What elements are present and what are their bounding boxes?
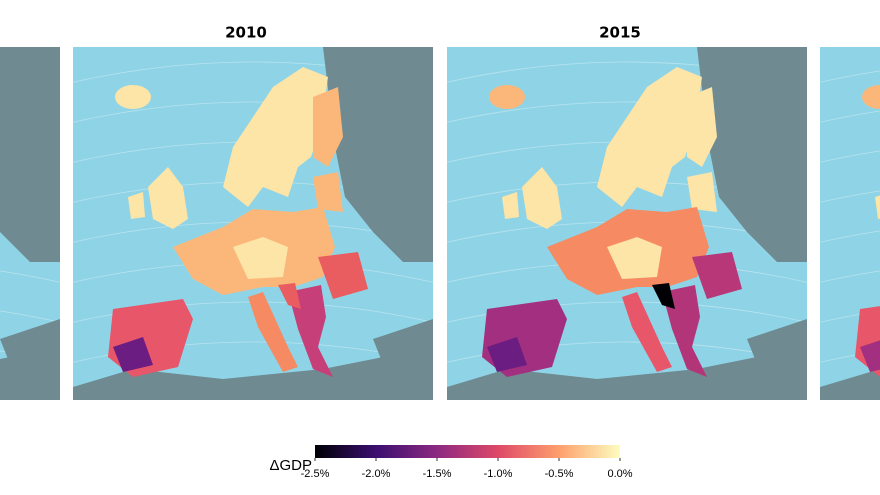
legend-label: ΔGDP [269, 457, 312, 474]
map-2010 [73, 47, 433, 400]
tick-label: -0.5% [545, 468, 574, 480]
tick-label: -2.5% [301, 468, 330, 480]
panel-title: 2015 [599, 24, 641, 42]
tick-label: 0.0% [607, 468, 632, 480]
map-partial [820, 47, 880, 400]
colorbar [315, 445, 620, 458]
map-2015 [447, 47, 807, 400]
tick-label: -1.0% [484, 468, 513, 480]
map-partial [0, 47, 60, 400]
tick-label: -1.5% [423, 468, 452, 480]
panel-title: 2010 [225, 24, 267, 42]
tick-label: -2.0% [362, 468, 391, 480]
colorbar-ticks: -2.5% -2.0% -1.5% -1.0% -0.5% 0.0% [301, 458, 633, 480]
